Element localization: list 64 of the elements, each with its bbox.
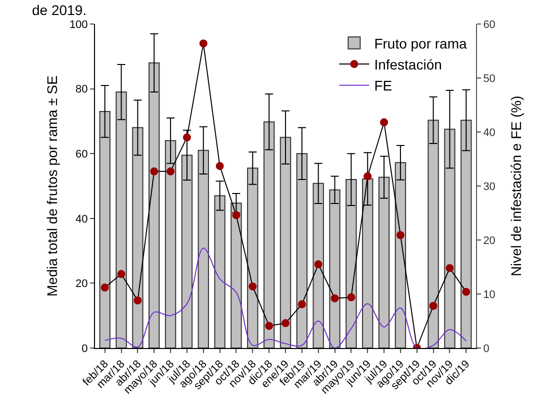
legend-label: FE [374, 78, 392, 94]
bar [394, 162, 406, 348]
point [166, 167, 175, 176]
bar [312, 182, 324, 348]
bar [230, 202, 242, 348]
bar [263, 121, 275, 348]
bar [164, 140, 176, 348]
bar [99, 110, 110, 348]
bar [378, 176, 390, 348]
bar [280, 136, 292, 348]
bar [346, 179, 357, 348]
y2-tick-label: 60 [483, 18, 496, 31]
point [347, 293, 356, 302]
y-axis-title: Media total de frutos por rama ± SE [44, 76, 60, 296]
y2-tick-label: 50 [483, 72, 496, 85]
bar [329, 189, 340, 348]
point [314, 260, 322, 268]
text: de 2019. [32, 2, 86, 18]
line-series [104, 248, 467, 348]
bar [214, 195, 226, 348]
point [298, 300, 306, 308]
point [182, 133, 191, 142]
legend-label: Infestación [374, 56, 442, 72]
bar [362, 178, 374, 348]
y2-tick-label: 0 [483, 342, 490, 355]
point [216, 162, 224, 170]
point [248, 282, 257, 290]
point [429, 302, 438, 310]
bar [198, 150, 209, 348]
y2-tick-label: 20 [483, 234, 496, 247]
y-tick-label: 20 [76, 278, 88, 290]
point [232, 211, 240, 220]
point [134, 296, 142, 304]
bar [181, 154, 193, 348]
y-tick-label: 40 [76, 213, 88, 226]
y2-tick-label: 10 [483, 288, 496, 301]
point [396, 231, 404, 240]
point [282, 319, 290, 328]
y2-tick-label: 40 [483, 126, 496, 139]
bar [444, 128, 456, 348]
point [199, 39, 208, 48]
legend-label: Fruto por rama [374, 35, 467, 52]
bar [132, 127, 144, 348]
y-tick-label: 100 [69, 18, 88, 31]
bar [460, 120, 472, 348]
point [380, 118, 388, 126]
point [150, 167, 158, 176]
point [462, 288, 470, 296]
point [330, 294, 339, 302]
point [100, 284, 109, 292]
bar [428, 120, 439, 348]
y-tick-label: 60 [76, 148, 88, 160]
y2-tick-label: 30 [483, 180, 496, 193]
bar [296, 153, 308, 348]
point [117, 270, 126, 278]
point [364, 172, 372, 180]
y2-axis-title: Nivel de infestación e FE (%) [508, 96, 524, 276]
point [446, 264, 454, 272]
bar [148, 62, 160, 348]
point [265, 322, 274, 330]
bar [247, 168, 258, 348]
bar [116, 92, 127, 348]
y-tick-label: 0 [82, 342, 88, 355]
y-tick-label: 80 [76, 84, 88, 96]
